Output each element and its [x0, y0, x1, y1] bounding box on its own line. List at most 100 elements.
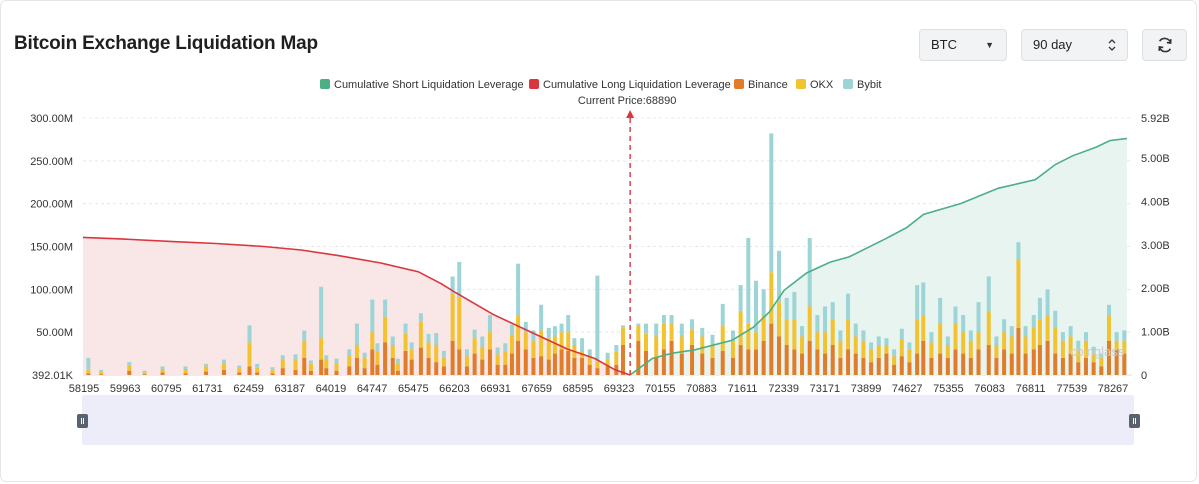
bar-okx[interactable]	[509, 334, 514, 354]
bar-binance[interactable]	[961, 353, 966, 375]
bar-binance[interactable]	[302, 357, 307, 375]
bar-binance[interactable]	[746, 349, 751, 375]
bar-bybit[interactable]	[1083, 332, 1088, 341]
bar-binance[interactable]	[516, 340, 521, 375]
bar-bybit[interactable]	[1106, 304, 1111, 316]
bar-bybit[interactable]	[738, 285, 743, 311]
bar-binance[interactable]	[1091, 362, 1096, 375]
bar-bybit[interactable]	[876, 336, 881, 346]
bar-okx[interactable]	[1083, 340, 1088, 358]
bar-bybit[interactable]	[1068, 326, 1073, 337]
bar-bybit[interactable]	[907, 342, 912, 350]
bar-binance[interactable]	[1083, 357, 1088, 375]
bar-binance[interactable]	[915, 353, 920, 375]
bar-bybit[interactable]	[730, 330, 735, 341]
bar-bybit[interactable]	[838, 330, 843, 341]
bar-okx[interactable]	[409, 349, 414, 360]
bar-binance[interactable]	[370, 349, 375, 375]
bar-bybit[interactable]	[753, 280, 758, 333]
bar-okx[interactable]	[247, 342, 252, 367]
bar-binance[interactable]	[472, 353, 477, 375]
bar-bybit[interactable]	[99, 369, 104, 372]
bar-bybit[interactable]	[487, 315, 492, 333]
bar-okx[interactable]	[921, 315, 926, 341]
bar-bybit[interactable]	[605, 352, 610, 360]
bar-bybit[interactable]	[700, 327, 705, 337]
bar-okx[interactable]	[302, 340, 307, 358]
bar-bybit[interactable]	[614, 345, 619, 352]
bar-okx[interactable]	[595, 361, 600, 369]
bar-bybit[interactable]	[204, 363, 209, 367]
bar-bybit[interactable]	[390, 336, 395, 346]
bar-okx[interactable]	[531, 340, 536, 358]
bar-okx[interactable]	[769, 272, 774, 324]
bar-bybit[interactable]	[1091, 346, 1096, 354]
bar-binance[interactable]	[953, 349, 958, 375]
bar-bybit[interactable]	[395, 358, 400, 364]
bar-bybit[interactable]	[503, 343, 508, 352]
bar-okx[interactable]	[434, 345, 439, 363]
bar-okx[interactable]	[403, 333, 408, 352]
bar-bybit[interactable]	[1060, 332, 1065, 341]
bar-okx[interactable]	[830, 319, 835, 346]
bar-bybit[interactable]	[383, 299, 388, 317]
bar-bybit[interactable]	[546, 327, 551, 339]
bar-binance[interactable]	[523, 349, 528, 375]
bar-bybit[interactable]	[1114, 332, 1119, 341]
bar-bybit[interactable]	[986, 276, 991, 311]
bar-binance[interactable]	[255, 372, 260, 375]
bar-bybit[interactable]	[1002, 319, 1007, 333]
bar-bybit[interactable]	[830, 302, 835, 320]
bar-okx[interactable]	[546, 338, 551, 360]
bar-okx[interactable]	[994, 345, 999, 358]
bar-okx[interactable]	[892, 356, 897, 365]
bar-bybit[interactable]	[968, 330, 973, 341]
bar-binance[interactable]	[690, 345, 695, 375]
bar-binance[interactable]	[247, 366, 252, 375]
bar-binance[interactable]	[142, 374, 147, 375]
bar-okx[interactable]	[503, 351, 508, 365]
bar-binance[interactable]	[403, 351, 408, 375]
bar-okx[interactable]	[792, 319, 797, 350]
bar-binance[interactable]	[807, 340, 812, 375]
bar-binance[interactable]	[580, 357, 585, 375]
bar-bybit[interactable]	[552, 326, 557, 337]
bar-bybit[interactable]	[1099, 353, 1104, 358]
bar-okx[interactable]	[884, 345, 889, 354]
bar-okx[interactable]	[838, 340, 843, 358]
bar-okx[interactable]	[1031, 327, 1036, 350]
bar-bybit[interactable]	[426, 333, 431, 343]
bar-bybit[interactable]	[302, 330, 307, 341]
bar-binance[interactable]	[620, 345, 625, 375]
bar-okx[interactable]	[221, 363, 226, 370]
bar-bybit[interactable]	[899, 328, 904, 340]
bar-okx[interactable]	[552, 336, 557, 354]
bar-bybit[interactable]	[324, 355, 329, 360]
bar-binance[interactable]	[784, 345, 789, 375]
bar-binance[interactable]	[869, 362, 874, 375]
bar-binance[interactable]	[884, 353, 889, 375]
bar-okx[interactable]	[395, 363, 400, 371]
bar-okx[interactable]	[929, 342, 934, 358]
refresh-button[interactable]	[1142, 29, 1187, 61]
bar-okx[interactable]	[605, 359, 610, 367]
bar-okx[interactable]	[876, 345, 881, 358]
bar-binance[interactable]	[509, 353, 514, 375]
bar-bybit[interactable]	[539, 304, 544, 331]
bar-okx[interactable]	[354, 345, 359, 358]
bar-binance[interactable]	[700, 353, 705, 375]
bar-binance[interactable]	[1106, 340, 1111, 375]
bar-bybit[interactable]	[523, 321, 528, 333]
bar-okx[interactable]	[347, 356, 352, 367]
bar-bybit[interactable]	[403, 323, 408, 334]
bar-binance[interactable]	[531, 357, 536, 375]
bar-bybit[interactable]	[566, 315, 571, 333]
bar-okx[interactable]	[846, 319, 851, 350]
bar-bybit[interactable]	[572, 338, 577, 346]
bar-okx[interactable]	[566, 332, 571, 352]
bar-bybit[interactable]	[347, 349, 352, 357]
bar-bybit[interactable]	[334, 358, 339, 364]
bar-okx[interactable]	[270, 369, 275, 374]
bar-binance[interactable]	[792, 349, 797, 375]
bar-binance[interactable]	[457, 349, 462, 375]
